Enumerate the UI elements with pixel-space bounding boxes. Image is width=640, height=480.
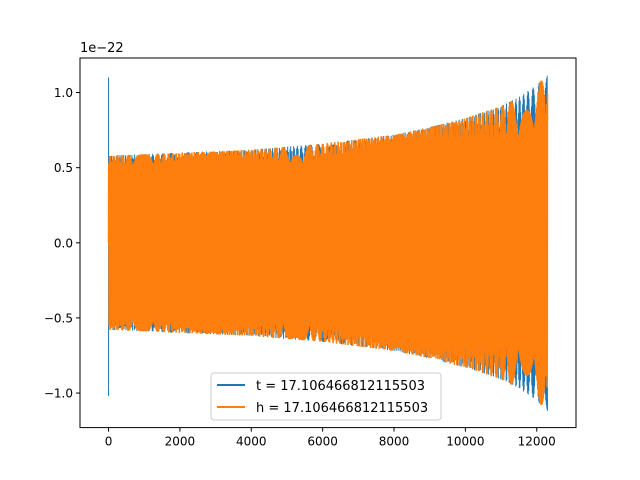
x-tick-label: 6000 bbox=[307, 435, 338, 449]
y-tick-label: −1.0 bbox=[44, 387, 73, 401]
y-offset-text: 1e−22 bbox=[80, 41, 124, 56]
series-layer bbox=[107, 75, 549, 411]
x-tick-label: 4000 bbox=[236, 435, 267, 449]
x-tick-label: 2000 bbox=[165, 435, 196, 449]
y-tick-label: 0.5 bbox=[54, 161, 73, 175]
y-tick-label: 1.0 bbox=[54, 86, 73, 100]
series-line-h bbox=[107, 80, 549, 405]
legend-label-t: t = 17.106466812115503 bbox=[256, 379, 425, 394]
legend-label-h: h = 17.106466812115503 bbox=[256, 401, 428, 416]
y-tick-label: −0.5 bbox=[44, 311, 73, 325]
ticks-layer: 0 2000 4000 6000 8000 10000 12000 −1.0 −0.5 0.0 0.… bbox=[44, 86, 556, 449]
y-tick-label: 0.0 bbox=[54, 236, 73, 250]
legend-frame bbox=[210, 372, 442, 421]
x-tick-label: 8000 bbox=[379, 435, 410, 449]
x-tick-label: 0 bbox=[105, 435, 113, 449]
x-tick-label: 12000 bbox=[518, 435, 556, 449]
legend: t = 17.106466812115503 h = 17.1064668121… bbox=[210, 372, 442, 421]
x-tick-label: 10000 bbox=[446, 435, 484, 449]
